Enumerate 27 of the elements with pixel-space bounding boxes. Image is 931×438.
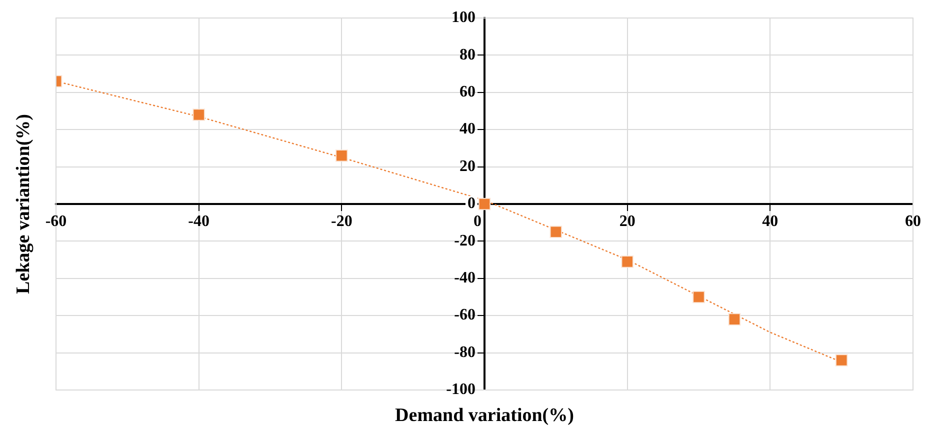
x-tick-label: -60 <box>45 213 67 230</box>
y-tick-label: -40 <box>454 270 476 287</box>
point <box>336 149 348 162</box>
y-tick-label: 80 <box>460 46 476 64</box>
y-tick-label: -20 <box>454 232 476 250</box>
y-tick-label: -80 <box>454 344 476 361</box>
x-tick-label: 60 <box>905 213 921 230</box>
x-tick-label: -40 <box>188 213 210 230</box>
x-axis-title: Demand variation(%) <box>395 404 574 426</box>
x-tick-label: 40 <box>762 213 778 230</box>
point <box>192 108 205 121</box>
y-tick-label: -100 <box>446 381 476 398</box>
point <box>478 198 491 210</box>
point <box>692 290 705 304</box>
x-tick-label: -20 <box>331 213 352 230</box>
y-tick-label: 20 <box>460 158 476 175</box>
point <box>621 256 634 268</box>
point <box>550 226 562 238</box>
y-tick-label: -60 <box>454 306 476 324</box>
point <box>728 313 741 326</box>
y-tick-label: 60 <box>460 84 476 101</box>
y-tick-label: 100 <box>452 9 476 26</box>
x-tick-label: 20 <box>619 213 636 230</box>
y-axis-title: Lekage variantion(%) <box>12 114 34 294</box>
y-tick-label: 0 <box>468 195 476 212</box>
point <box>835 354 848 366</box>
y-tick-label: 40 <box>460 120 476 138</box>
